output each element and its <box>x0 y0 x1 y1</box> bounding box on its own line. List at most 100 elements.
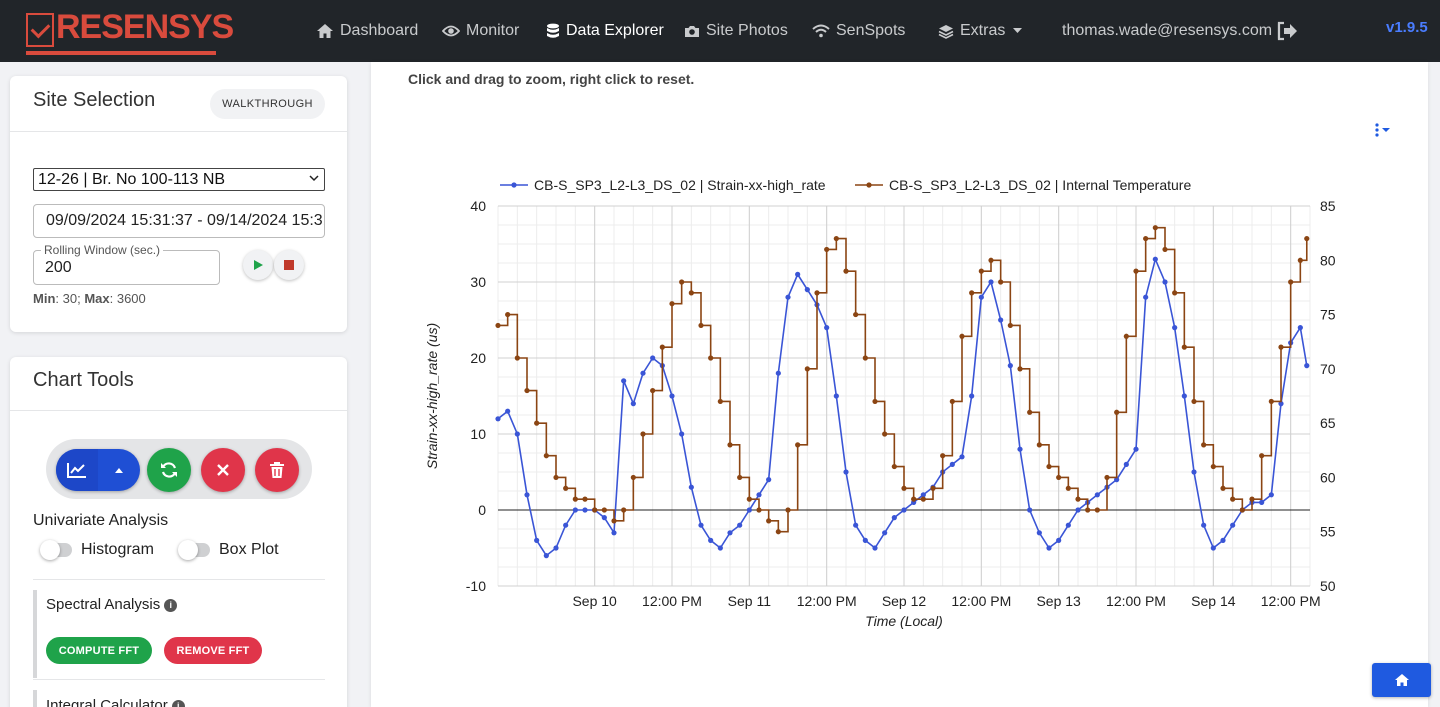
series-2-point <box>1143 235 1149 242</box>
series-2-point <box>1249 496 1255 502</box>
series-1-point <box>611 530 617 536</box>
x-tick-label: Sep 13 <box>1036 593 1081 609</box>
boxplot-toggle[interactable] <box>178 540 210 560</box>
series-2-point <box>1278 344 1284 350</box>
series-1-point <box>862 537 868 543</box>
site-select[interactable]: 12-26 | Br. No 100-113 NB <box>33 168 325 191</box>
home-icon <box>1394 674 1409 686</box>
series-1-point <box>1162 279 1168 285</box>
x-tick-label: Sep 10 <box>572 593 617 609</box>
series-1-point <box>872 545 878 551</box>
series-1-point <box>727 530 733 536</box>
line-chart-icon <box>67 463 86 478</box>
nav-dashboard[interactable]: Dashboard <box>316 20 418 42</box>
series-2-point <box>1075 496 1081 502</box>
home-button[interactable] <box>1372 663 1431 697</box>
nav-data-explorer[interactable]: Data Explorer <box>546 20 664 42</box>
y-right-tick-label: 70 <box>1320 361 1336 377</box>
series-1-point <box>524 492 530 498</box>
series-2-point <box>746 496 752 502</box>
spectral-analysis-title: Spectral Analysis i <box>46 596 178 613</box>
chart-menu-button[interactable] <box>1372 122 1396 138</box>
series-1-point <box>891 515 897 521</box>
series-1-point <box>630 401 636 407</box>
logout-icon[interactable] <box>1276 20 1298 42</box>
series-2-point <box>862 355 868 361</box>
series-2-point <box>901 485 907 491</box>
series-1-point <box>795 271 801 277</box>
clear-button[interactable] <box>201 448 245 492</box>
series-2-point <box>524 387 530 394</box>
series-2-point <box>534 420 540 426</box>
chart-svg[interactable]: -10 0 10 20 30 40 50 55 60 65 70 75 80 85 Sep 10 12:00 … <box>400 160 1382 640</box>
series-1-point <box>505 408 511 414</box>
series-1-point <box>572 507 578 513</box>
series-2-point <box>882 431 888 437</box>
play-button[interactable] <box>243 250 273 280</box>
nav-monitor[interactable]: Monitor <box>442 20 519 42</box>
series-2-point <box>543 453 549 459</box>
chart-type-dropdown-button[interactable] <box>98 449 140 491</box>
dual-axis-line-chart[interactable]: -10 0 10 20 30 40 50 55 60 65 70 75 80 85 Sep 10 12:00 … <box>400 160 1382 640</box>
logo-mark-icon <box>26 13 54 47</box>
series-2-point <box>1230 496 1236 502</box>
series-1-point <box>843 469 849 475</box>
series-2-point <box>1085 507 1091 513</box>
series-1-point <box>1172 325 1178 331</box>
legend-marker-2 <box>866 182 872 188</box>
database-icon <box>546 23 560 39</box>
nav-extras-dropdown[interactable]: Extras <box>938 20 1023 42</box>
series-1-point <box>1259 499 1265 505</box>
chevron-down-icon <box>309 171 319 185</box>
series-2-point <box>621 507 627 513</box>
remove-fft-button[interactable]: REMOVE FFT <box>164 637 262 664</box>
rolling-window-limits: Min: 30; Max: 3600 <box>33 291 146 306</box>
zoom-hint: Click and drag to zoom, right click to r… <box>408 71 695 87</box>
nav-site-photos[interactable]: Site Photos <box>684 20 788 42</box>
refresh-button[interactable] <box>147 448 191 492</box>
series-1-point <box>853 522 859 528</box>
series-1-point <box>688 484 694 490</box>
series-1-point <box>708 537 714 543</box>
nav-senspots[interactable]: SenSpots <box>812 20 905 42</box>
series-2-point <box>940 453 946 459</box>
x-tick-label: Sep 14 <box>1191 593 1236 609</box>
series-2-point <box>505 311 511 318</box>
y-left-tick-label: 30 <box>470 274 486 290</box>
series-2-point <box>659 344 665 350</box>
info-icon[interactable]: i <box>171 700 185 707</box>
chart-type-split-button[interactable] <box>56 449 140 491</box>
delete-button[interactable] <box>255 448 299 492</box>
legend-label-1: CB-S_SP3_L2-L3_DS_02 | Strain-xx-high_ra… <box>534 177 826 193</box>
y-left-tick-label: 40 <box>470 198 486 214</box>
series-2-point <box>1288 279 1294 285</box>
series-2-point <box>601 507 607 513</box>
kebab-menu-icon <box>1375 123 1390 137</box>
walkthrough-button[interactable]: WALKTHROUGH <box>210 89 325 119</box>
series-2-point <box>804 366 810 372</box>
series-1-point <box>824 325 830 331</box>
series-2-point <box>853 311 859 318</box>
series-2-point <box>1065 485 1071 491</box>
series-2-point <box>717 398 723 405</box>
info-icon[interactable]: i <box>164 599 178 612</box>
series-1-point <box>775 370 781 376</box>
series-1-point <box>1114 477 1120 483</box>
legend-label-2: CB-S_SP3_L2-L3_DS_02 | Internal Temperat… <box>889 177 1191 193</box>
series-1-point <box>920 492 926 498</box>
stop-button[interactable] <box>274 250 304 280</box>
series-2-point <box>930 485 936 491</box>
resensys-logo[interactable]: RESENSYS <box>26 8 234 55</box>
x-tick-label: 12:00 PM <box>797 593 857 609</box>
compute-fft-button[interactable]: COMPUTE FFT <box>46 637 152 664</box>
series-1-point <box>534 537 540 543</box>
close-icon <box>217 464 229 476</box>
histogram-toggle[interactable] <box>40 540 72 560</box>
series-1-point <box>679 431 685 437</box>
series-1-point <box>1056 537 1062 543</box>
series-2-point <box>1191 398 1197 405</box>
date-range-input[interactable]: 09/09/2024 15:31:37 - 09/14/2024 15:31:3… <box>33 204 325 238</box>
series-1-point <box>1304 363 1310 369</box>
series-1-point <box>582 507 588 513</box>
line-chart-button[interactable] <box>56 449 98 491</box>
